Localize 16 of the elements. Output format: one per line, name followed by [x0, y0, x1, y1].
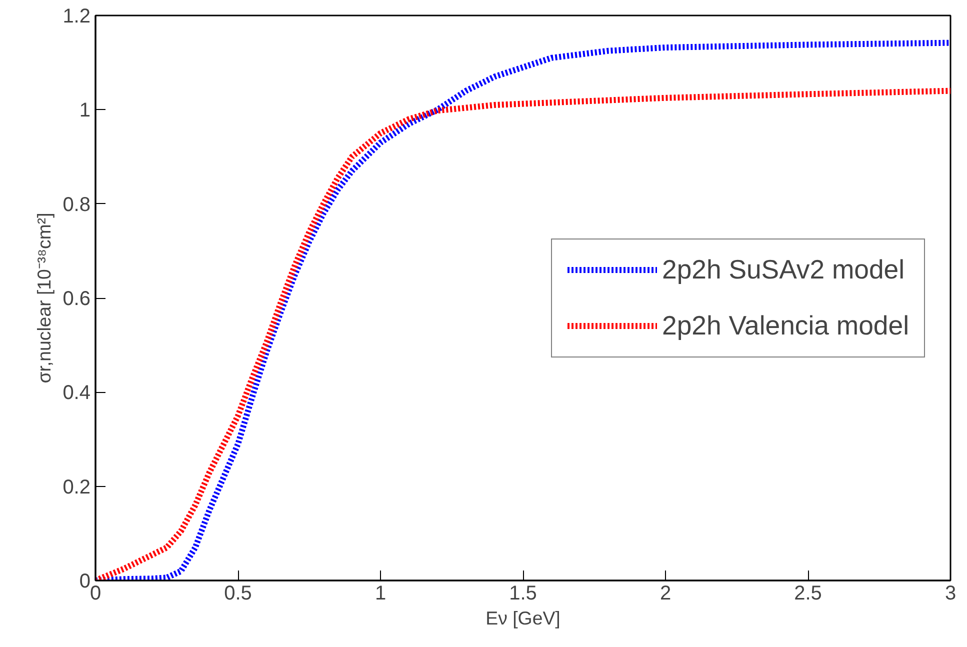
y-tick-label: 0.2: [62, 476, 91, 498]
x-tick-label: 1.5: [509, 582, 537, 604]
legend-label: 2p2h SuSAv2 model: [662, 254, 905, 285]
x-tick-label: 1: [374, 582, 386, 604]
x-axis-title: Eν [GeV]: [486, 608, 560, 628]
y-tick-label: 1: [79, 100, 90, 122]
x-tick-label: 0.5: [224, 582, 252, 604]
y-tick-label: 1.2: [62, 6, 91, 28]
x-tick-label: 2: [660, 582, 672, 604]
x-tick-label: 3: [944, 582, 956, 604]
y-tick-label: 0.8: [62, 194, 91, 216]
x-tick-label: 2.5: [794, 582, 822, 604]
y-tick-label: 0.4: [62, 382, 91, 404]
y-axis-title: σr,nuclear [10⁻³⁸cm²]: [34, 212, 55, 384]
legend-label: 2p2h Valencia model: [662, 310, 909, 341]
y-tick-label: 0.6: [62, 288, 91, 310]
